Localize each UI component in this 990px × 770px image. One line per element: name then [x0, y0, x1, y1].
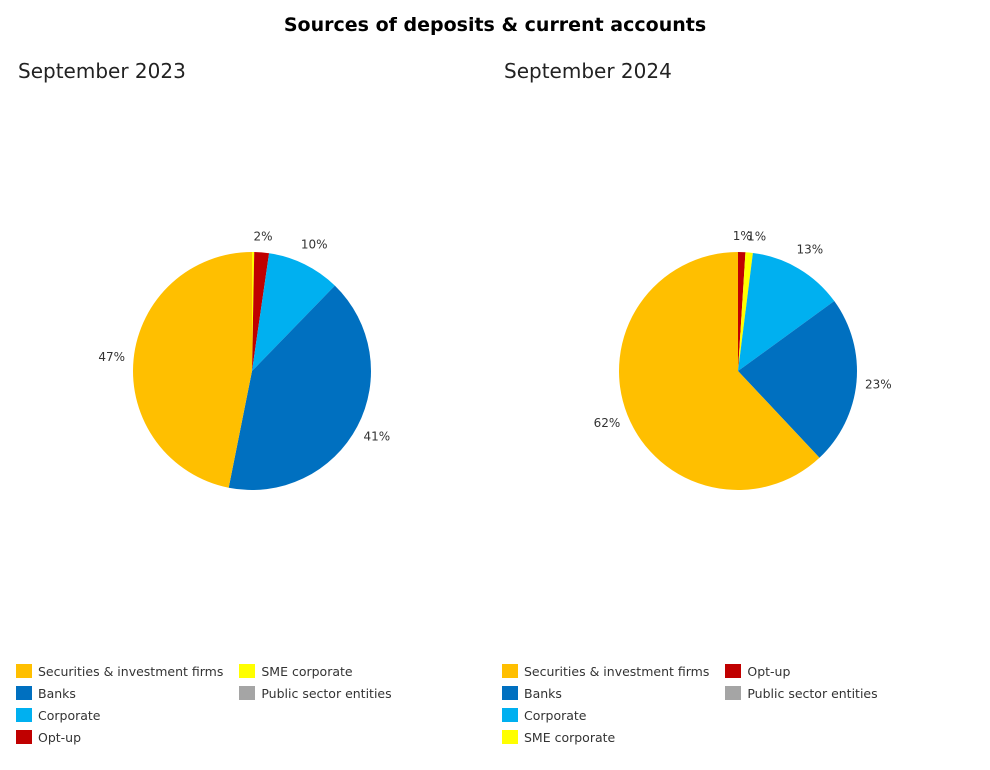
legend-label: Banks	[38, 685, 76, 701]
legend-item-opt-up: Opt-up	[16, 726, 223, 748]
pie-slice-opt-up	[738, 252, 746, 371]
legend-swatch	[725, 686, 742, 700]
legend-item-opt-up: Opt-up	[725, 660, 877, 682]
legend-swatch	[502, 686, 518, 700]
pie-slice-sme-corporate	[738, 252, 753, 371]
legend-2024: Securities & investment firms Banks Corpor…	[502, 660, 878, 748]
legend-label: Public sector entities	[261, 685, 392, 701]
pie-slice-opt-up	[252, 252, 270, 371]
legend-swatch	[725, 664, 742, 678]
legend-label: Opt-up	[38, 729, 82, 745]
pie-slice-corporate	[252, 253, 335, 371]
data-label-opt-up: 1%	[733, 229, 752, 243]
legend-item-public-sector-entities: Public sector entities	[725, 682, 878, 704]
pie-slice-sme-corporate	[252, 252, 255, 371]
legend-swatch	[502, 708, 518, 722]
data-label-securities-investment-firms: 62%	[594, 416, 621, 430]
legend-label: Securities & investment firms	[38, 663, 224, 679]
legend-2023: Securities & investment firms Banks Corpor…	[16, 660, 392, 748]
legend-item-corporate: Corporate	[16, 704, 223, 726]
legend-label: Opt-up	[747, 663, 791, 679]
legend-item-public-sector-entities: Public sector entities	[239, 682, 392, 704]
data-label-corporate: 13%	[796, 243, 823, 257]
legend-item-banks: Banks	[16, 682, 223, 704]
data-label-corporate: 10%	[301, 237, 328, 251]
legend-label: SME corporate	[261, 663, 353, 679]
pie-slice-banks	[738, 301, 857, 458]
legend-label: Corporate	[38, 707, 101, 723]
legend-label: SME corporate	[524, 729, 616, 745]
legend-swatch	[16, 730, 32, 744]
legend-swatch	[502, 664, 518, 678]
legend-label: Securities & investment firms	[524, 663, 710, 679]
legend-label: Corporate	[524, 707, 587, 723]
data-label-banks: 41%	[363, 430, 390, 444]
data-label-securities-investment-firms: 47%	[98, 350, 125, 364]
legend-swatch	[16, 708, 32, 722]
pie-slice-securities-investment-firms	[132, 252, 252, 488]
legend-swatch	[16, 686, 32, 700]
data-label-opt-up: 2%	[253, 229, 272, 243]
pie-title-2024: September 2024	[504, 59, 672, 83]
legend-item-sme-corporate: SME corporate	[239, 660, 391, 682]
legend-item-sme-corporate: SME corporate	[502, 726, 709, 748]
pie-slice-banks	[228, 285, 372, 491]
legend-swatch	[239, 686, 256, 700]
pie-title-2023: September 2023	[18, 59, 186, 83]
legend-label: Banks	[524, 685, 562, 701]
legend-swatch	[502, 730, 518, 744]
legend-item-corporate: Corporate	[502, 704, 709, 726]
data-label-sme-corporate: 1%	[747, 230, 766, 244]
pie-slice-corporate	[738, 252, 835, 371]
legend-item-securities-investment-firms: Securities & investment firms	[502, 660, 709, 682]
legend-item-banks: Banks	[502, 682, 709, 704]
legend-item-securities-investment-firms: Securities & investment firms	[16, 660, 223, 682]
legend-swatch	[16, 664, 32, 678]
legend-label: Public sector entities	[747, 685, 878, 701]
pie-slice-securities-investment-firms	[619, 252, 820, 490]
chart-title: Sources of deposits & current accounts	[283, 14, 707, 36]
data-label-banks: 23%	[865, 377, 892, 391]
legend-swatch	[239, 664, 256, 678]
